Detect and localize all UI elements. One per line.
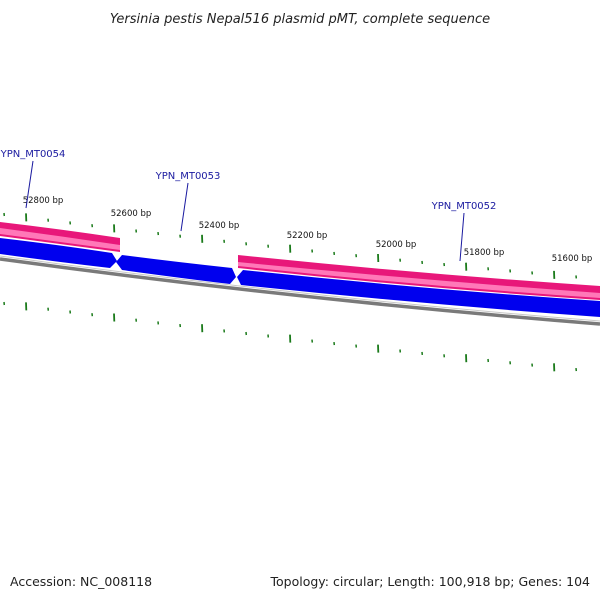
bp-label-51600: 51600 bp [552, 254, 593, 264]
bp-label-52800: 52800 bp [23, 196, 64, 206]
upper-tick-marks [3, 212, 578, 279]
feature-blue-middle [116, 255, 236, 284]
lower-tick-marks [3, 301, 578, 372]
gene-label-ypn-mt0053[interactable]: YPN_MT0053 [155, 171, 221, 182]
gene-label-ypn-mt0054[interactable]: YPN_MT0054 [0, 149, 65, 160]
bp-label-52200: 52200 bp [287, 231, 328, 241]
sequence-backbone [0, 257, 600, 326]
gene-leader-line-0053 [180, 182, 189, 232]
accession-text: Accession: NC_008118 [10, 574, 152, 589]
feature-pink-left-band [0, 228, 120, 250]
sequence-backbone-highlight [0, 255, 600, 322]
feature-pink-right-band [238, 262, 600, 298]
summary-text: Topology: circular; Length: 100,918 bp; … [270, 574, 591, 589]
gene-leader-line-0052 [459, 212, 465, 262]
feature-blue-left [0, 238, 117, 268]
bp-label-52000: 52000 bp [376, 240, 417, 250]
gene-leader-line-0054 [25, 160, 34, 209]
feature-blue-right [237, 270, 600, 317]
bp-label-52400: 52400 bp [199, 221, 240, 231]
bp-label-51800: 51800 bp [464, 248, 505, 258]
bp-label-52600: 52600 bp [111, 209, 152, 219]
gene-label-ypn-mt0052[interactable]: YPN_MT0052 [431, 201, 497, 212]
map-title: Yersinia pestis Nepal516 plasmid pMT, co… [110, 12, 490, 27]
